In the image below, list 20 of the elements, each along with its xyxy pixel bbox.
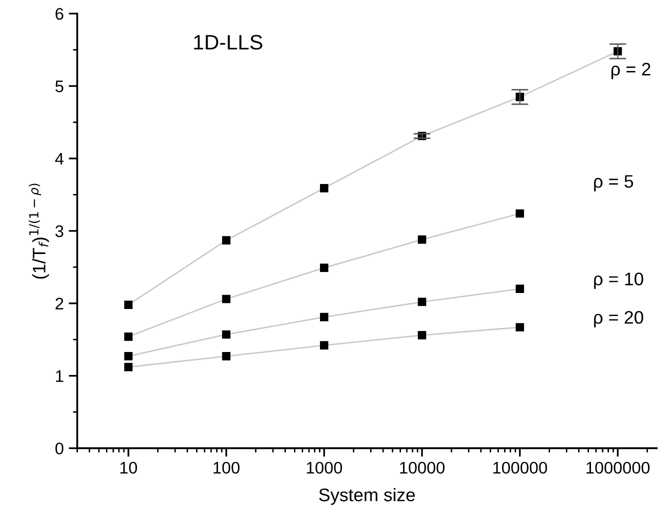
- x-tick-label: 10: [120, 462, 138, 474]
- x-tick-label: 100: [214, 462, 240, 474]
- y-tick-label: 5: [55, 80, 64, 92]
- x-tick-label: 1000: [306, 462, 342, 474]
- y-tick-label: 6: [56, 8, 64, 20]
- text: ρ = 20: [594, 310, 644, 328]
- y-tick-label: 3: [55, 225, 64, 238]
- y-tick-label: 4: [55, 153, 64, 165]
- y-tick-label: 2: [56, 298, 64, 310]
- y-tick-label: 1: [56, 370, 64, 382]
- text: 1D-LLS: [194, 34, 262, 50]
- text: ρ = 5: [594, 175, 634, 192]
- x-axis-title: System size: [319, 488, 415, 505]
- text: ρ = 10: [594, 272, 644, 289]
- y-tick-label: 0: [55, 442, 64, 454]
- x-tick-label: 10000: [400, 462, 445, 474]
- series-label: ρ = 2: [612, 62, 650, 80]
- y-axis-title: (1/T$_{f}$)$^{1/(1−ρ)}$: [28, 184, 50, 279]
- x-tick-label: 100000: [493, 462, 548, 474]
- x-tick-label: 1000000: [586, 462, 650, 474]
